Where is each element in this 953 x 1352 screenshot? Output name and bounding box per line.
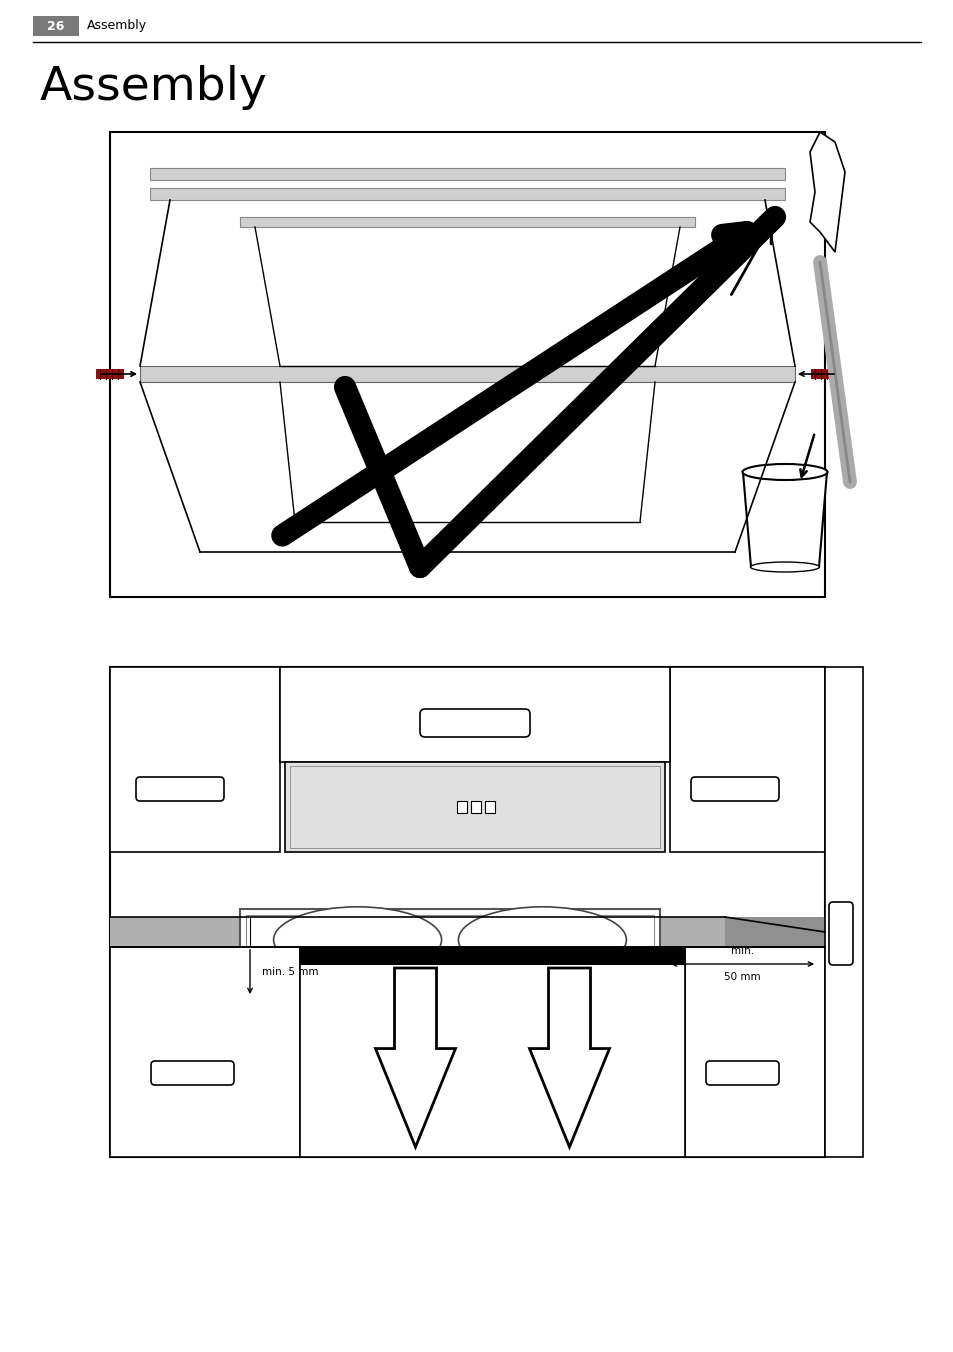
Bar (290, 767, 659, 848)
Text: 26: 26 (48, 19, 65, 32)
FancyBboxPatch shape (151, 1061, 233, 1086)
Bar (110, 667, 824, 1157)
Bar (110, 946, 299, 1157)
Polygon shape (375, 968, 455, 1146)
Ellipse shape (274, 907, 441, 973)
Bar (684, 946, 824, 1157)
Bar (240, 218, 695, 227)
Bar (33, 16, 79, 37)
Bar (246, 915, 654, 1013)
Text: 50 mm: 50 mm (723, 972, 760, 982)
Bar (140, 366, 794, 383)
Polygon shape (742, 472, 826, 566)
Bar (110, 917, 824, 946)
Ellipse shape (458, 950, 626, 1017)
FancyBboxPatch shape (136, 777, 224, 800)
FancyBboxPatch shape (828, 902, 852, 965)
Bar (824, 667, 862, 1157)
Bar (150, 188, 784, 200)
Bar (96, 369, 124, 379)
Polygon shape (809, 132, 844, 251)
Bar (471, 800, 480, 813)
Bar (280, 667, 669, 763)
Ellipse shape (274, 950, 441, 1017)
Bar (299, 946, 684, 965)
Ellipse shape (750, 562, 819, 572)
Bar (110, 667, 280, 852)
Bar (669, 667, 824, 852)
Text: min.: min. (730, 946, 753, 956)
Ellipse shape (741, 464, 826, 480)
Bar (240, 909, 659, 1019)
Text: Assembly: Assembly (87, 19, 147, 32)
Bar (724, 917, 824, 946)
Text: min. 5 mm: min. 5 mm (262, 967, 318, 977)
FancyBboxPatch shape (705, 1061, 779, 1086)
Bar (810, 369, 838, 379)
Bar (110, 132, 824, 598)
Bar (110, 917, 704, 946)
Polygon shape (529, 968, 609, 1146)
Text: Assembly: Assembly (40, 65, 268, 110)
Ellipse shape (458, 907, 626, 973)
Bar (299, 946, 684, 1157)
FancyBboxPatch shape (419, 708, 530, 737)
Bar (456, 800, 467, 813)
Bar (285, 763, 664, 852)
Bar (484, 800, 495, 813)
FancyBboxPatch shape (690, 777, 779, 800)
Bar (150, 168, 784, 180)
